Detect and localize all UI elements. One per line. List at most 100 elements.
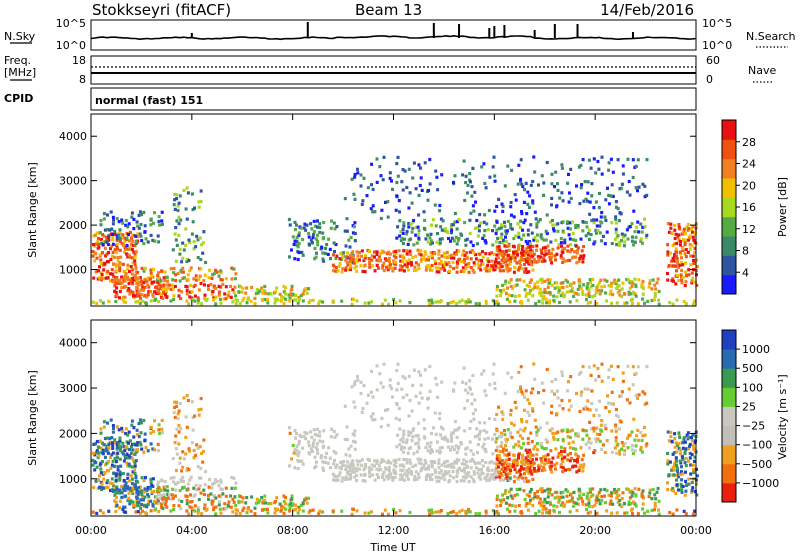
- velocity-cell: [534, 512, 538, 516]
- velocity-cell: [370, 369, 374, 373]
- power-cell: [589, 281, 592, 285]
- power-cell: [560, 166, 564, 170]
- power-cell: [373, 255, 376, 259]
- velocity-cell: [517, 453, 521, 457]
- velocity-cell: [98, 474, 101, 478]
- power-cell: [574, 292, 578, 296]
- velocity-cell: [615, 489, 619, 493]
- velocity-cell: [239, 495, 243, 499]
- velocity-cell: [415, 450, 419, 454]
- velocity-cell: [519, 473, 523, 477]
- power-cell: [643, 184, 647, 188]
- velocity-colorbar-swatch: [722, 444, 736, 465]
- velocity-cell: [160, 431, 164, 435]
- velocity-cell: [428, 444, 432, 449]
- power-cell: [600, 239, 604, 243]
- velocity-cell: [120, 426, 124, 430]
- power-cell: [111, 280, 115, 284]
- power-cell: [132, 217, 136, 221]
- velocity-cell: [118, 457, 122, 461]
- velocity-cell: [526, 508, 530, 512]
- velocity-cell: [550, 404, 554, 408]
- velocity-cell: [467, 507, 471, 512]
- power-cell: [99, 223, 103, 227]
- velocity-cell: [586, 491, 590, 495]
- power-cell: [690, 271, 694, 275]
- velocity-cell: [511, 464, 515, 468]
- power-cell: [149, 268, 153, 272]
- velocity-cell: [288, 431, 292, 435]
- power-cell: [578, 202, 582, 206]
- velocity-cell: [639, 445, 643, 450]
- power-cell: [596, 159, 600, 164]
- power-cell: [456, 262, 459, 266]
- velocity-cell: [554, 431, 558, 435]
- velocity-cell: [574, 464, 578, 468]
- velocity-colorbar-tick-label: 1000: [742, 343, 770, 356]
- power-cell: [680, 275, 683, 279]
- power-cell: [521, 184, 525, 189]
- power-cell: [596, 229, 600, 233]
- velocity-cell: [100, 487, 103, 491]
- velocity-cell: [424, 445, 428, 450]
- velocity-cell: [559, 463, 563, 467]
- velocity-cell: [202, 488, 206, 492]
- velocity-cell: [181, 475, 185, 480]
- velocity-cell: [691, 463, 695, 467]
- power-colorbar-swatch: [722, 216, 736, 237]
- power-cell: [139, 288, 143, 292]
- power-cell: [112, 274, 116, 279]
- velocity-cell: [214, 478, 218, 482]
- power-cell: [535, 225, 539, 229]
- velocity-cell: [429, 441, 433, 445]
- power-cell: [127, 245, 131, 249]
- velocity-cell: [645, 401, 649, 405]
- velocity-cell: [156, 442, 160, 447]
- velocity-cell: [266, 507, 269, 511]
- velocity-cell: [570, 428, 574, 432]
- power-cell: [382, 155, 386, 159]
- power-cell: [556, 188, 560, 192]
- power-cell: [428, 236, 432, 240]
- power-cell: [415, 268, 419, 272]
- velocity-cell: [495, 429, 499, 433]
- power-cell: [375, 250, 379, 254]
- power-cell: [201, 241, 205, 245]
- power-cell: [540, 277, 544, 281]
- power-cell: [414, 225, 418, 230]
- velocity-cell: [465, 446, 469, 450]
- velocity-cell: [130, 477, 134, 481]
- velocity-cell: [334, 451, 338, 455]
- power-cell: [691, 225, 695, 229]
- velocity-cell: [94, 479, 98, 483]
- velocity-cell: [528, 401, 532, 406]
- power-cell: [185, 292, 189, 296]
- power-cell: [387, 266, 391, 270]
- velocity-cell: [98, 485, 102, 489]
- velocity-cell: [455, 461, 458, 465]
- velocity-cell: [454, 444, 458, 448]
- power-cell: [417, 236, 421, 240]
- velocity-cell: [437, 458, 441, 462]
- velocity-cell: [625, 487, 629, 491]
- power-colorbar-swatches: [722, 120, 736, 295]
- velocity-cell: [290, 457, 293, 461]
- velocity-cell: [101, 460, 104, 464]
- velocity-cell: [582, 453, 586, 457]
- velocity-cell: [625, 436, 629, 440]
- velocity-cell: [287, 426, 291, 430]
- power-cell: [117, 220, 121, 224]
- velocity-cell: [106, 436, 110, 440]
- velocity-cell: [461, 475, 465, 479]
- velocity-cell: [535, 433, 539, 437]
- velocity-cell: [107, 447, 111, 451]
- velocity-cell: [615, 451, 619, 455]
- power-cell: [102, 217, 106, 221]
- velocity-cell: [542, 504, 546, 508]
- velocity-cell: [335, 463, 339, 467]
- power-cell: [523, 262, 526, 267]
- velocity-cell: [191, 428, 195, 432]
- power-cell: [197, 205, 201, 209]
- velocity-cell: [603, 423, 607, 427]
